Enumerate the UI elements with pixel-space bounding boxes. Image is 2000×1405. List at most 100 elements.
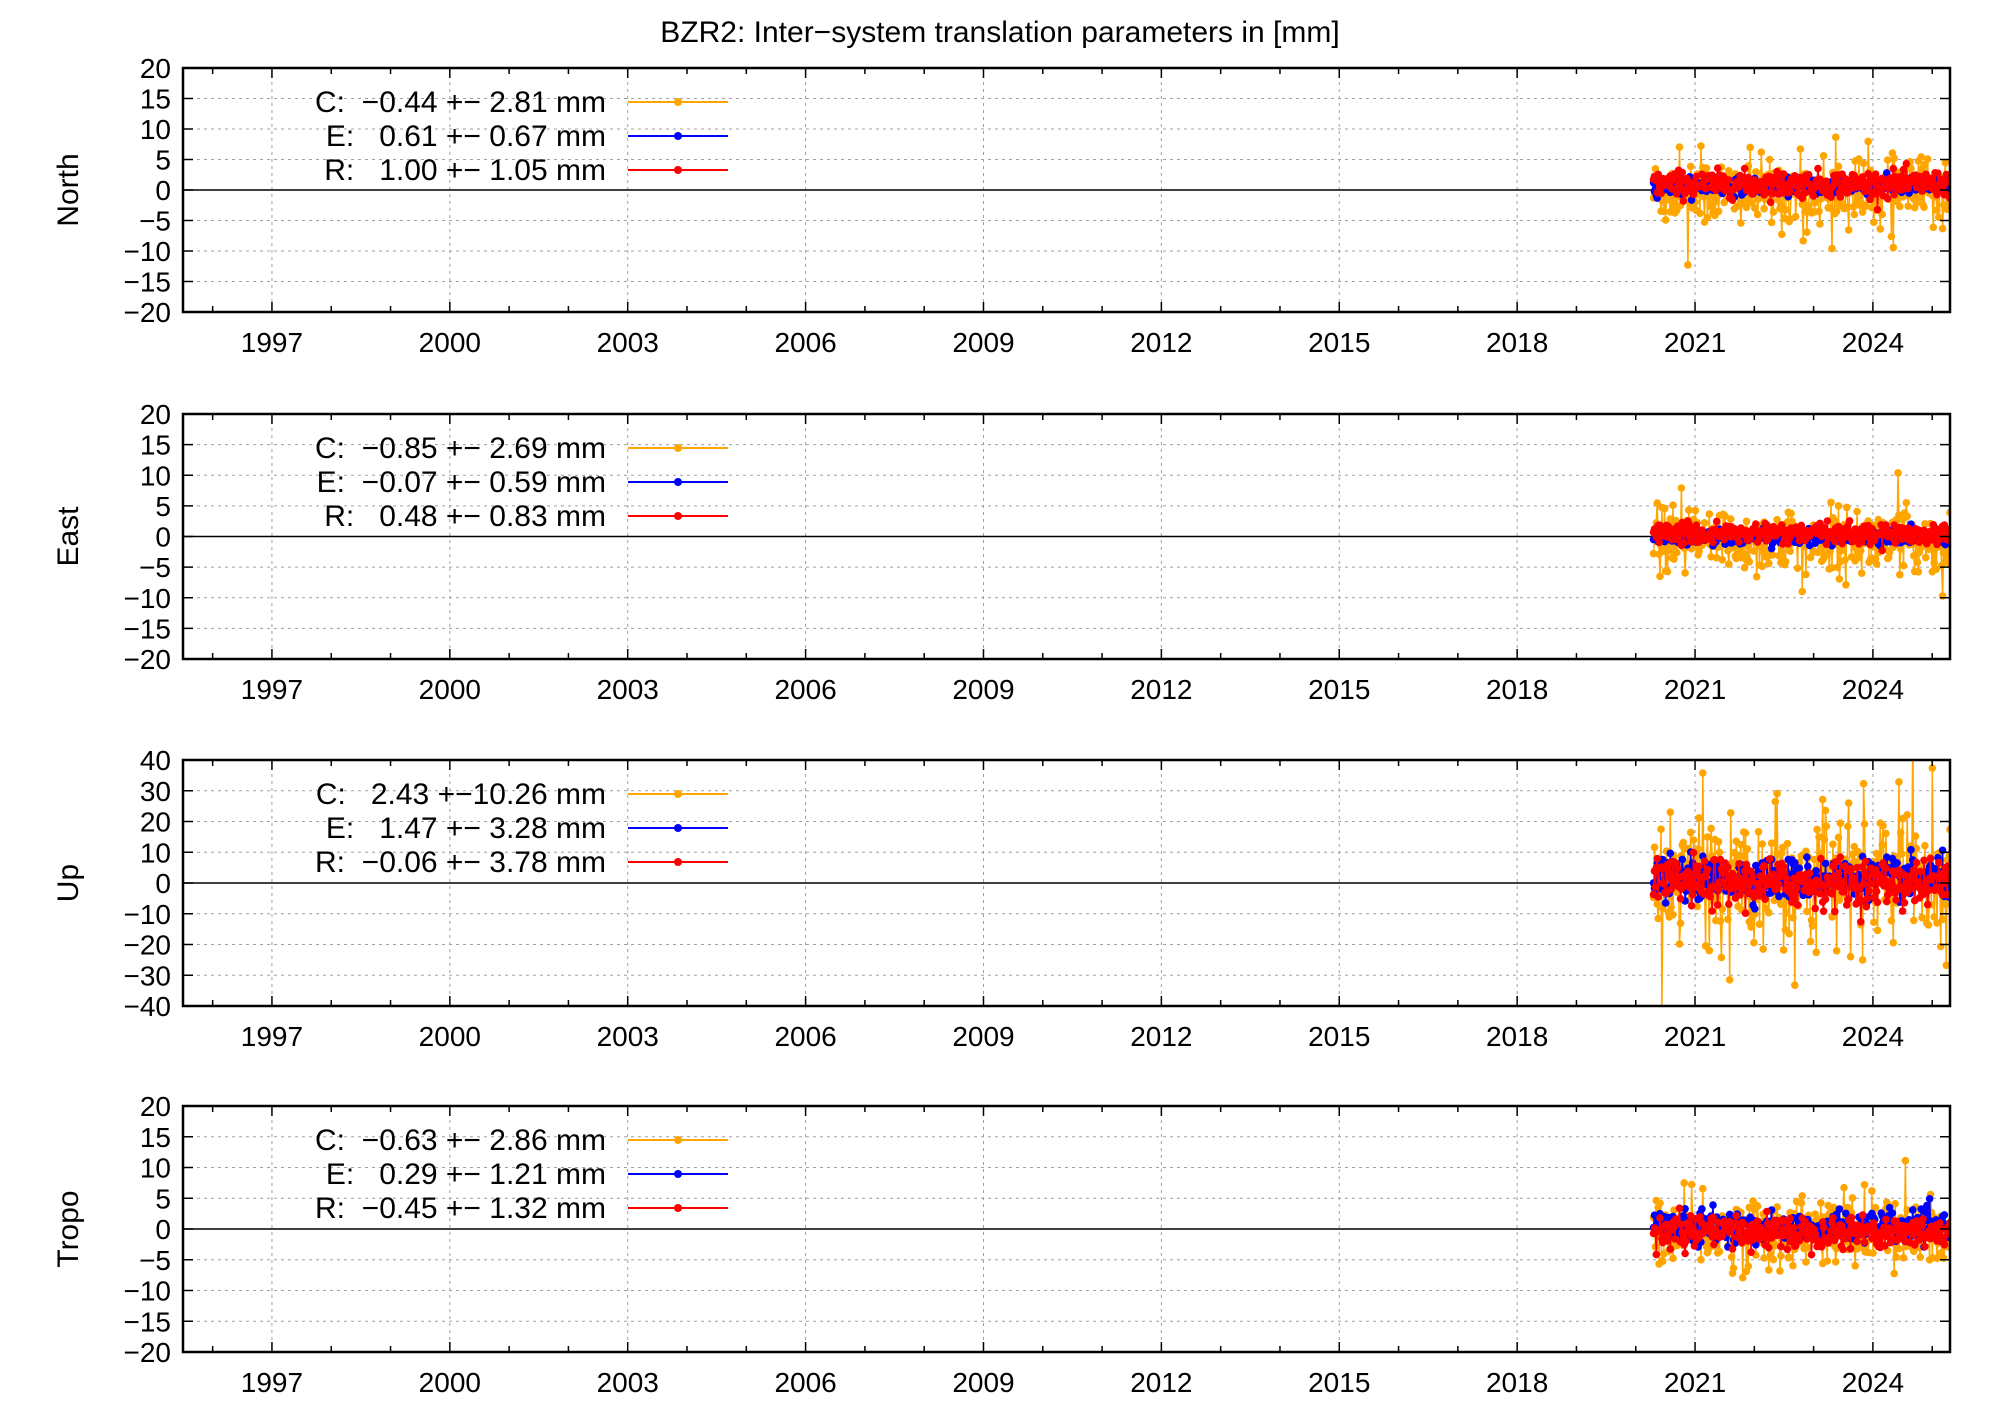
- data-point: [1778, 521, 1786, 529]
- data-point: [1653, 900, 1661, 908]
- data-point: [1910, 866, 1918, 874]
- data-point: [1828, 564, 1836, 572]
- data-point: [1747, 198, 1755, 207]
- data-point: [1651, 165, 1660, 173]
- data-point: [1837, 546, 1846, 555]
- data-point: [1654, 914, 1662, 923]
- data-point: [1891, 539, 1899, 547]
- data-point: [1844, 226, 1853, 234]
- y-tick-label: 0: [155, 868, 171, 899]
- data-point: [1783, 1245, 1792, 1254]
- data-point: [1911, 832, 1920, 840]
- data-point: [1927, 174, 1936, 183]
- data-point: [1872, 560, 1881, 568]
- data-point: [1857, 918, 1865, 926]
- data-point: [1686, 162, 1695, 171]
- data-series-group: [1649, 133, 1950, 269]
- data-point: [1696, 209, 1704, 218]
- data-point: [1695, 547, 1703, 556]
- data-point: [1680, 1213, 1688, 1221]
- legend-marker-C: [674, 790, 682, 798]
- data-point: [1894, 469, 1902, 477]
- data-point: [1831, 858, 1840, 866]
- data-point: [1850, 210, 1859, 219]
- data-point: [1834, 833, 1843, 842]
- data-point: [1726, 809, 1735, 817]
- data-point: [1655, 538, 1663, 547]
- data-point: [1843, 503, 1851, 512]
- data-point: [1699, 769, 1707, 777]
- data-point: [1822, 822, 1831, 831]
- data-point: [1827, 193, 1835, 201]
- data-point: [1745, 558, 1754, 566]
- data-point: [1895, 778, 1903, 786]
- x-tick-label: 2009: [952, 1367, 1014, 1398]
- data-point: [1754, 195, 1763, 203]
- data-point: [1675, 178, 1684, 187]
- data-point: [1702, 164, 1711, 172]
- x-tick-label: 2024: [1842, 674, 1904, 705]
- data-point: [1809, 192, 1818, 200]
- data-point: [1789, 913, 1797, 922]
- data-point: [1671, 1235, 1679, 1243]
- data-point: [1685, 506, 1693, 514]
- data-point: [1675, 143, 1684, 151]
- data-point: [1918, 1221, 1926, 1230]
- data-point: [1815, 207, 1823, 216]
- data-point: [1765, 559, 1773, 568]
- data-point: [1791, 890, 1799, 899]
- data-point: [1771, 797, 1780, 806]
- data-point: [1667, 903, 1675, 911]
- x-tick-label: 2000: [419, 674, 481, 705]
- data-point: [1857, 546, 1865, 555]
- legend-marker-C: [674, 444, 682, 452]
- data-point: [1709, 1213, 1717, 1222]
- data-point: [1814, 164, 1822, 173]
- data-point: [1910, 552, 1918, 560]
- data-point: [1765, 855, 1774, 863]
- data-point: [1689, 848, 1698, 857]
- x-tick-label: 2015: [1308, 674, 1370, 705]
- y-tick-label: −40: [124, 991, 172, 1022]
- data-point: [1767, 839, 1776, 847]
- data-point: [1819, 1223, 1828, 1232]
- data-point: [1909, 718, 1917, 726]
- x-tick-label: 2015: [1308, 1367, 1370, 1398]
- data-point: [1751, 204, 1759, 212]
- data-point: [1839, 1245, 1847, 1254]
- y-tick-label: 0: [155, 522, 171, 553]
- data-point: [1896, 202, 1904, 211]
- data-point: [1891, 1199, 1899, 1208]
- x-tick-label: 2012: [1130, 327, 1192, 358]
- data-point: [1654, 893, 1662, 901]
- data-point: [1746, 143, 1754, 152]
- data-point: [1730, 848, 1739, 857]
- data-point: [1680, 1179, 1688, 1187]
- y-tick-label: −15: [124, 613, 172, 644]
- data-point: [1659, 547, 1667, 555]
- data-point: [1902, 159, 1911, 168]
- data-point: [1784, 539, 1793, 548]
- data-point: [1940, 1241, 1949, 1249]
- data-point: [1727, 1253, 1736, 1261]
- data-point: [1669, 201, 1677, 209]
- x-tick-label: 2006: [774, 1367, 836, 1398]
- data-point: [1873, 205, 1882, 214]
- data-point: [1747, 1248, 1755, 1256]
- y-axis-label: North: [52, 153, 85, 226]
- y-tick-label: 15: [140, 430, 171, 461]
- data-point: [1926, 854, 1935, 863]
- data-point: [1797, 1199, 1806, 1207]
- data-point: [1920, 203, 1928, 211]
- data-point: [1666, 808, 1675, 816]
- data-point: [1933, 1254, 1941, 1263]
- x-tick-label: 2018: [1486, 327, 1548, 358]
- data-point: [1705, 510, 1714, 518]
- data-point: [1752, 861, 1760, 870]
- data-point: [1661, 899, 1670, 907]
- data-point: [1783, 839, 1792, 848]
- data-point: [1872, 849, 1881, 858]
- x-tick-label: 1997: [241, 327, 303, 358]
- x-tick-label: 2024: [1842, 327, 1904, 358]
- data-point: [1847, 1213, 1856, 1222]
